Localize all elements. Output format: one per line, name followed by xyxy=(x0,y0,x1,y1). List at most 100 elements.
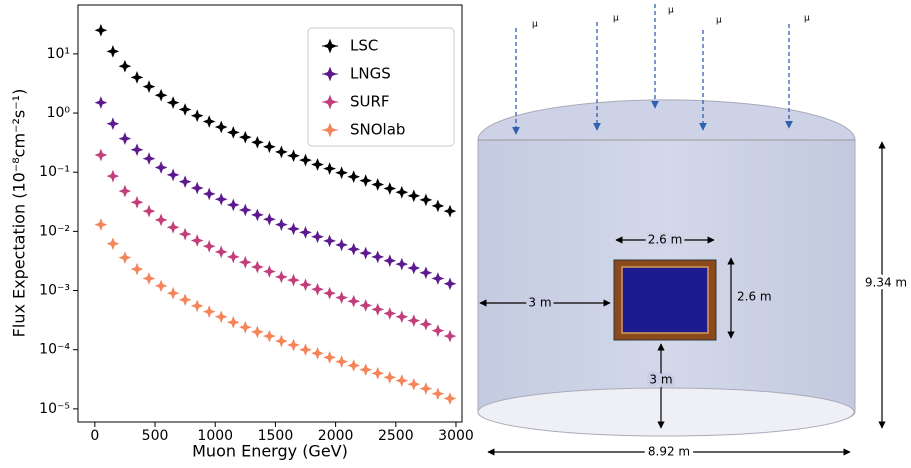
marker xyxy=(347,170,361,184)
marker xyxy=(275,218,288,231)
marker xyxy=(359,299,373,312)
marker xyxy=(190,181,204,195)
marker xyxy=(335,166,348,180)
dimension-label: 2.6 m xyxy=(648,233,683,247)
marker xyxy=(335,355,348,368)
marker xyxy=(94,218,108,231)
marker xyxy=(154,88,168,102)
marker xyxy=(166,96,180,109)
marker xyxy=(154,161,168,174)
marker xyxy=(323,286,336,300)
marker xyxy=(335,238,348,252)
marker xyxy=(263,265,276,278)
legend-marker xyxy=(322,38,338,54)
y-tick-label: 10¹ xyxy=(47,46,70,62)
marker xyxy=(178,293,192,307)
marker xyxy=(251,260,264,274)
legend-label: SURF xyxy=(350,93,390,111)
marker xyxy=(238,255,252,269)
marker xyxy=(275,270,288,284)
marker xyxy=(263,140,276,154)
marker xyxy=(407,189,421,203)
marker xyxy=(166,220,180,234)
marker xyxy=(94,96,108,109)
marker xyxy=(431,324,445,337)
marker xyxy=(287,222,300,236)
marker xyxy=(226,250,240,264)
marker xyxy=(407,377,421,391)
chart: Muon Energy (GeV) Flux Expectation (10⁻⁸… xyxy=(10,4,474,461)
marker xyxy=(226,198,240,212)
cavern-floor xyxy=(477,387,855,437)
marker xyxy=(94,148,108,162)
marker xyxy=(202,305,216,318)
marker xyxy=(118,251,132,264)
marker xyxy=(214,245,228,259)
marker xyxy=(130,195,144,209)
x-tick-label: 2000 xyxy=(318,428,354,444)
y-tick-label: 10⁻¹ xyxy=(39,164,70,180)
marker xyxy=(299,343,312,357)
dimension-label: 3 m xyxy=(649,373,672,387)
x-tick-label: 3000 xyxy=(438,428,474,444)
marker xyxy=(311,230,324,244)
marker xyxy=(383,307,397,320)
marker xyxy=(251,325,264,339)
marker xyxy=(347,359,361,372)
marker xyxy=(335,291,348,304)
marker xyxy=(214,120,228,134)
dimension-label: 3 m xyxy=(528,296,551,310)
detector xyxy=(621,266,709,334)
muon-label: μ xyxy=(716,16,722,26)
x-tick-label: 2500 xyxy=(378,428,414,444)
marker xyxy=(323,234,336,248)
marker xyxy=(299,278,312,292)
x-tick-label: 0 xyxy=(90,428,99,444)
marker xyxy=(106,237,120,251)
marker xyxy=(443,204,457,218)
marker xyxy=(443,392,457,405)
marker xyxy=(118,132,132,145)
marker xyxy=(287,273,300,287)
marker xyxy=(347,294,361,308)
x-tick-label: 1500 xyxy=(258,428,294,444)
plot-frame xyxy=(77,4,463,423)
marker xyxy=(371,366,385,380)
marker xyxy=(251,135,264,149)
muon-label: μ xyxy=(668,6,674,16)
marker xyxy=(130,262,144,276)
marker xyxy=(202,187,216,201)
marker xyxy=(214,192,228,206)
marker xyxy=(106,45,120,58)
marker xyxy=(226,315,240,329)
marker xyxy=(118,184,132,198)
marker xyxy=(238,203,252,217)
marker xyxy=(226,126,240,139)
marker xyxy=(383,182,397,195)
marker xyxy=(347,242,361,256)
marker xyxy=(178,103,192,116)
marker xyxy=(154,279,168,293)
marker xyxy=(275,145,288,159)
marker xyxy=(238,320,252,334)
marker xyxy=(311,282,324,296)
y-tick-label: 10⁻⁵ xyxy=(39,401,70,417)
legend xyxy=(307,27,455,147)
marker xyxy=(299,226,312,239)
cavern-top xyxy=(477,99,856,141)
marker xyxy=(142,204,156,218)
legend-marker xyxy=(322,94,338,110)
diagram: μ μ μ μ μ 2.6 m 2.6 m 3 m 3 m 9.34 m 8.9… xyxy=(477,4,910,463)
marker xyxy=(178,175,192,189)
y-tick-label: 10⁻³ xyxy=(39,283,70,299)
marker xyxy=(214,310,228,324)
marker xyxy=(287,338,300,352)
marker xyxy=(419,193,433,207)
marker xyxy=(275,334,288,348)
marker xyxy=(443,329,457,343)
marker xyxy=(166,168,180,182)
y-axis-label: Flux Expectation (10⁻⁸cm⁻²s⁻¹) xyxy=(10,89,29,338)
marker xyxy=(202,239,216,253)
y-tick-label: 10⁻² xyxy=(39,223,70,239)
marker xyxy=(142,272,156,285)
